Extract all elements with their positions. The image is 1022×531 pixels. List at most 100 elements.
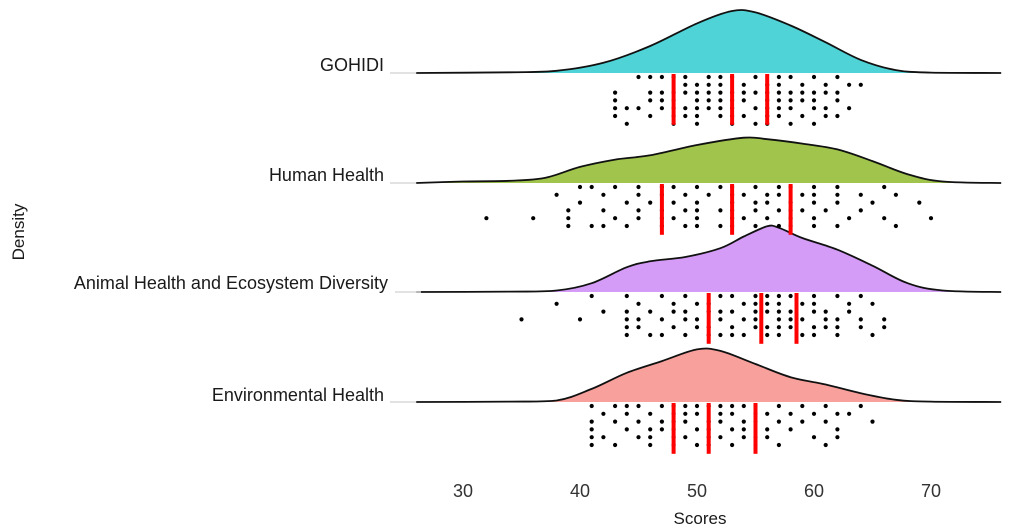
quartile-marker-human-health [788, 184, 793, 235]
data-point [882, 317, 887, 322]
x-tick-label: 60 [804, 481, 824, 501]
data-point [589, 427, 594, 432]
data-point [706, 82, 711, 87]
data-point [648, 442, 653, 448]
data-point [706, 90, 711, 95]
data-point [800, 90, 805, 95]
data-point [671, 325, 676, 330]
data-point [706, 74, 711, 80]
x-tick-label: 30 [453, 481, 473, 501]
data-point [566, 208, 571, 213]
data-point [683, 192, 688, 197]
data-point [589, 184, 594, 190]
data-point [683, 74, 688, 80]
data-point [636, 74, 641, 80]
data-point [882, 184, 887, 190]
data-point [823, 106, 828, 111]
data-point [811, 216, 817, 221]
data-point [835, 427, 840, 432]
quartile-marker-environmental-health [671, 403, 676, 454]
quartile-markers [659, 74, 799, 454]
data-point [847, 309, 852, 314]
density-fill-human-health [416, 137, 1002, 183]
data-point [718, 106, 723, 111]
data-point [811, 332, 817, 338]
data-point [671, 309, 676, 314]
data-point [706, 192, 711, 197]
quartile-marker-animal-health-and-ecosystem-diversity [759, 293, 764, 344]
data-point [788, 90, 793, 95]
data-point [741, 301, 746, 306]
data-point [823, 317, 828, 322]
quartile-marker-gohidi [765, 74, 770, 125]
quartile-marker-environmental-health [706, 403, 711, 454]
data-point [788, 98, 793, 103]
data-point [683, 403, 688, 409]
data-point [800, 98, 805, 103]
data-point [554, 301, 559, 306]
x-tick-label: 50 [687, 481, 707, 501]
data-point [624, 403, 629, 409]
data-point [741, 82, 746, 87]
data-point [765, 325, 770, 330]
data-point [566, 216, 571, 221]
data-point [741, 216, 746, 221]
data-point [753, 325, 758, 330]
data-point [730, 411, 735, 416]
data-point [636, 184, 641, 190]
data-point [694, 317, 700, 322]
data-point [718, 184, 723, 190]
data-point [694, 223, 700, 229]
data-point [776, 90, 782, 95]
data-point [847, 411, 852, 416]
data-point [718, 309, 723, 314]
data-point [613, 90, 618, 95]
data-point [683, 106, 688, 111]
category-label-animal-health: Animal Health and Ecosystem Diversity [74, 273, 388, 293]
data-point [753, 184, 758, 190]
data-point [776, 332, 782, 338]
data-point [636, 216, 641, 221]
data-point [718, 419, 723, 424]
data-point [671, 216, 676, 221]
data-point [823, 419, 828, 424]
data-point [753, 90, 758, 95]
data-point [683, 113, 688, 119]
category-label-gohidi: GOHIDI [320, 55, 384, 75]
data-point [788, 121, 793, 126]
data-point [776, 192, 782, 197]
data-point [613, 98, 618, 103]
data-point [823, 442, 828, 448]
data-point [753, 309, 758, 314]
quartile-marker-gohidi [671, 74, 676, 125]
data-point [893, 223, 899, 229]
data-point [800, 113, 805, 119]
data-point [765, 309, 770, 314]
data-point [718, 317, 723, 322]
data-point [776, 301, 782, 306]
quartile-marker-environmental-health [753, 403, 758, 454]
data-point [589, 419, 594, 424]
data-point [624, 317, 629, 322]
data-point [811, 325, 817, 330]
data-point [613, 442, 618, 448]
data-point [706, 98, 711, 103]
data-point [683, 411, 688, 416]
data-point [741, 403, 746, 409]
data-point [636, 192, 641, 197]
data-point [718, 293, 723, 299]
density-fill-gohidi [416, 9, 1002, 74]
x-axis-title: Scores [674, 509, 727, 528]
density-fill-environmental-health [416, 348, 1002, 402]
data-point [624, 200, 629, 205]
data-point [648, 411, 653, 416]
data-point [624, 223, 629, 229]
density-outline-animal-health-and-ecosystem-diversity [416, 224, 1002, 293]
data-point [694, 121, 700, 126]
data-point [835, 113, 840, 119]
data-point [730, 442, 735, 448]
data-point [811, 301, 817, 306]
data-point [847, 301, 852, 306]
data-point [484, 216, 489, 221]
data-point [636, 317, 641, 322]
